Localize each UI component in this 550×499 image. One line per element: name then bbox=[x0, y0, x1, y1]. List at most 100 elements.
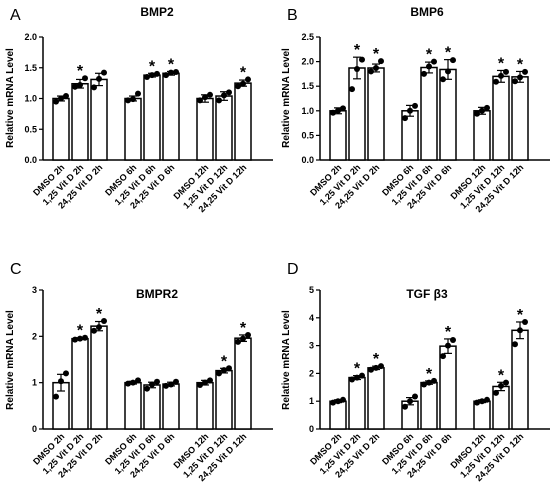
bar bbox=[143, 74, 161, 161]
data-point bbox=[82, 334, 88, 341]
bar bbox=[367, 67, 385, 161]
data-point bbox=[359, 56, 365, 63]
y-tick-label: 5 bbox=[309, 285, 314, 295]
bar bbox=[162, 383, 180, 430]
bar bbox=[511, 76, 529, 161]
chart-title-c: BMPR2 bbox=[136, 287, 178, 301]
bar bbox=[71, 82, 89, 161]
data-point bbox=[173, 378, 179, 385]
data-point bbox=[493, 389, 499, 396]
data-point bbox=[53, 98, 59, 105]
data-point bbox=[407, 398, 413, 405]
data-point bbox=[498, 382, 504, 389]
bar bbox=[71, 337, 89, 430]
y-axis-label-d: Relative mRNA Level bbox=[281, 310, 292, 410]
data-point bbox=[440, 76, 446, 83]
bar bbox=[162, 72, 180, 161]
data-point bbox=[493, 78, 499, 85]
significance-star: * bbox=[426, 47, 433, 64]
data-point bbox=[125, 380, 131, 387]
data-point bbox=[512, 341, 518, 348]
data-point bbox=[82, 75, 88, 82]
bar bbox=[348, 376, 366, 430]
data-point bbox=[207, 377, 213, 384]
data-point bbox=[354, 374, 360, 381]
y-tick-label: 1.5 bbox=[24, 63, 37, 73]
data-point bbox=[207, 91, 213, 98]
y-tick-label: 2.0 bbox=[24, 32, 37, 42]
y-tick-label: 4 bbox=[309, 313, 314, 323]
data-point bbox=[330, 109, 336, 116]
data-point bbox=[96, 75, 102, 82]
data-point bbox=[421, 381, 427, 388]
bar bbox=[420, 381, 438, 430]
data-point bbox=[154, 70, 160, 77]
y-axis-label-c: Relative mRNA Level bbox=[5, 310, 16, 410]
data-point bbox=[240, 80, 246, 87]
data-point bbox=[431, 377, 437, 384]
data-point bbox=[101, 69, 107, 76]
data-point bbox=[63, 370, 69, 377]
data-point bbox=[426, 379, 432, 386]
significance-star: * bbox=[498, 367, 505, 384]
data-point bbox=[517, 327, 523, 334]
bar bbox=[329, 110, 347, 161]
data-point bbox=[503, 68, 509, 75]
data-point bbox=[349, 376, 355, 383]
y-tick-label: 0.5 bbox=[301, 130, 314, 140]
data-point bbox=[245, 76, 251, 83]
data-point bbox=[149, 381, 155, 388]
bar bbox=[90, 78, 108, 161]
bar bbox=[52, 97, 70, 161]
data-point bbox=[216, 370, 222, 377]
panel-letter-c: C bbox=[10, 261, 22, 278]
data-point bbox=[63, 93, 69, 100]
y-axis-label-b: Relative mRNA Level bbox=[281, 48, 292, 148]
y-tick-label: 2.5 bbox=[301, 32, 314, 42]
significance-star: * bbox=[426, 366, 433, 383]
data-point bbox=[72, 83, 78, 90]
data-point bbox=[149, 72, 155, 79]
data-point bbox=[354, 65, 360, 72]
y-tick-label: 1 bbox=[309, 396, 314, 406]
data-point bbox=[77, 81, 83, 88]
data-point bbox=[72, 336, 78, 343]
bar bbox=[348, 67, 366, 161]
data-point bbox=[522, 68, 528, 75]
chart-panel-a: A BMP2 Relative mRNA Level 0.0 0.5 1.0 1.5 2… bbox=[5, 5, 273, 214]
data-point bbox=[479, 107, 485, 114]
significance-star: * bbox=[168, 56, 175, 73]
significance-star: * bbox=[373, 46, 380, 63]
data-point bbox=[53, 393, 59, 400]
y-tick-label: 1.0 bbox=[24, 94, 37, 104]
data-point bbox=[245, 331, 251, 338]
bar bbox=[367, 367, 385, 430]
bar bbox=[234, 82, 252, 161]
panel-letter-d: D bbox=[287, 261, 299, 278]
data-point bbox=[378, 58, 384, 65]
data-point bbox=[330, 399, 336, 406]
bar bbox=[439, 68, 457, 161]
y-tick-label: 1.0 bbox=[301, 106, 314, 116]
data-point bbox=[450, 57, 456, 64]
significance-star: * bbox=[445, 324, 452, 341]
data-point bbox=[512, 78, 518, 85]
data-point bbox=[130, 96, 136, 103]
data-point bbox=[373, 64, 379, 71]
significance-star: * bbox=[149, 58, 156, 75]
data-point bbox=[450, 337, 456, 344]
y-tick-label: 0 bbox=[309, 424, 314, 434]
data-point bbox=[440, 353, 446, 360]
data-point bbox=[479, 398, 485, 405]
y-tick-label: 0.0 bbox=[24, 155, 37, 165]
data-point bbox=[368, 68, 374, 75]
significance-star: * bbox=[77, 63, 84, 80]
data-point bbox=[168, 381, 174, 388]
data-point bbox=[474, 110, 480, 117]
data-point bbox=[402, 115, 408, 122]
data-point bbox=[144, 73, 150, 80]
data-point bbox=[135, 377, 141, 384]
data-point bbox=[421, 70, 427, 77]
